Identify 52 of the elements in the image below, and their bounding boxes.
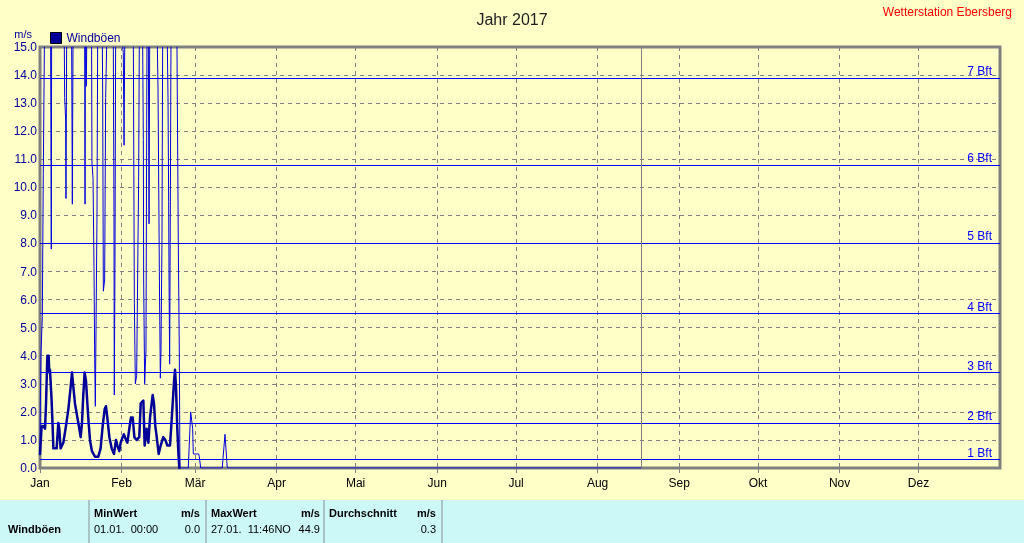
x-tick-label: Nov	[828, 476, 851, 490]
x-tick-label: Jul	[508, 476, 524, 490]
y-axis-title: m/s	[14, 27, 33, 40]
x-tick-label: Mai	[345, 476, 366, 490]
text: Windböen	[8, 523, 62, 536]
y-tick-label: 11.0	[14, 152, 38, 167]
text: MinWert	[94, 507, 138, 520]
x-tick-label: Jan	[30, 476, 50, 490]
text: 01.01. 00:00	[94, 523, 159, 536]
text: m/s	[301, 507, 320, 520]
text: 44.9	[298, 523, 320, 536]
ref-line-label: 2 Bft	[967, 409, 993, 424]
y-tick-label: 3.0	[20, 376, 38, 391]
text: m/s	[417, 507, 436, 520]
text: 0.0	[184, 523, 200, 536]
ref-line-label: 5 Bft	[967, 229, 993, 244]
y-tick-label: 14.0	[13, 68, 38, 83]
x-tick-label: Dez	[907, 476, 930, 490]
text: Wetterstation Ebersberg	[882, 5, 1012, 19]
line-series	[38, 354, 181, 470]
y-tick-label: 4.0	[20, 348, 38, 363]
ref-line-label: 7 Bft	[967, 63, 993, 78]
y-tick-label: 1.0	[20, 432, 38, 447]
x-tick-label: Mär	[184, 476, 206, 490]
x-tick-label: Feb	[111, 476, 133, 490]
y-tick-label: 7.0	[20, 264, 38, 279]
ref-line-label: 3 Bft	[967, 358, 993, 373]
text: 0.3	[420, 523, 436, 536]
y-tick-label: 2.0	[20, 404, 38, 419]
x-tick-label: Jun	[427, 476, 447, 490]
y-tick-label: 5.0	[20, 320, 38, 335]
legend-label: Windböen	[66, 31, 121, 45]
x-tick-label: Okt	[748, 476, 769, 490]
y-tick-label: 8.0	[20, 236, 38, 251]
y-tick-label: 9.0	[20, 208, 38, 223]
y-tick-label: 0.0	[20, 461, 38, 475]
ref-line-label: 1 Bft	[967, 445, 993, 460]
y-tick-label: 6.0	[20, 292, 38, 307]
ref-line-label: 6 Bft	[967, 150, 993, 165]
x-tick-label: Apr	[267, 476, 287, 490]
y-tick-label: 10.0	[13, 180, 38, 195]
chart-title: Jahr 2017	[476, 10, 548, 28]
text: m/s	[181, 507, 200, 520]
text: Durchschnitt	[329, 507, 397, 520]
x-tick-label: Aug	[586, 476, 609, 490]
ref-line-label: 4 Bft	[967, 299, 993, 314]
y-tick-label: 15.0	[13, 40, 38, 54]
text: 27.01. 11:46NO	[211, 523, 291, 536]
y-tick-label: 12.0	[13, 124, 38, 139]
text: MaxWert	[211, 507, 257, 520]
y-tick-label: 13.0	[13, 96, 38, 111]
x-tick-label: Sep	[668, 476, 691, 490]
